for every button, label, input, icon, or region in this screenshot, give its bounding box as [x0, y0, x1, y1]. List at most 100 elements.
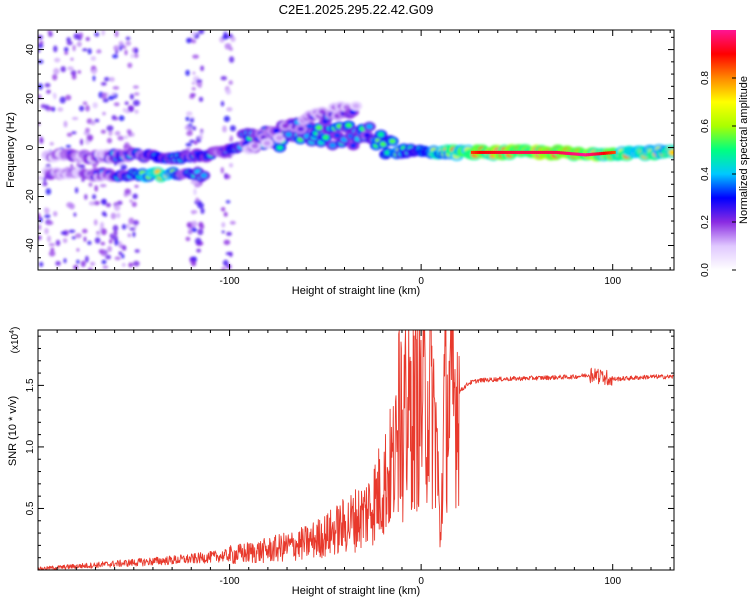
noise-speckle — [72, 44, 76, 52]
noise-speckle — [100, 199, 107, 204]
noise-speckle — [101, 92, 107, 100]
ridge-core — [601, 151, 605, 155]
noise-speckle — [39, 137, 44, 144]
noise-speckle — [101, 30, 105, 36]
ridge-core — [499, 150, 503, 154]
ridge-core — [545, 150, 549, 154]
noise-speckle — [113, 102, 120, 107]
noise-speckle — [117, 135, 124, 141]
noise-speckle — [221, 266, 226, 270]
noise-speckle — [63, 47, 69, 52]
noise-speckle — [225, 88, 232, 95]
noise-speckle — [73, 212, 77, 217]
ridge-cell — [318, 109, 326, 115]
noise-speckle — [125, 36, 131, 41]
ridge-core — [484, 150, 488, 154]
ridge-core — [495, 150, 499, 154]
noise-speckle — [197, 202, 204, 209]
ridge-cell — [276, 135, 283, 141]
ridge-core — [574, 152, 578, 156]
noise-speckle — [121, 263, 126, 267]
noise-speckle — [133, 53, 139, 58]
spectrogram-panel: -100 0 100 -40 -20 0 20 40 Height of straight l… — [5, 29, 675, 297]
noise-speckle — [189, 257, 197, 261]
colorbar-ticks: 0.0 0.2 0.4 0.6 0.8 — [700, 71, 736, 277]
noise-speckle — [124, 49, 128, 56]
noise-speckle — [190, 210, 198, 214]
ridge-cell — [345, 122, 353, 128]
ridge-core — [557, 151, 561, 155]
noise-speckle — [186, 37, 192, 44]
colorbar: 0.0 0.2 0.4 0.6 0.8 Normalized spectral ampl… — [700, 30, 750, 277]
noise-speckle — [70, 70, 77, 76]
noise-speckle — [131, 201, 137, 207]
noise-speckle — [226, 107, 233, 112]
ridge-core — [501, 150, 505, 154]
noise-speckle — [74, 187, 79, 194]
noise-speckle — [38, 213, 41, 220]
ridge-core — [509, 150, 513, 154]
noise-speckle — [60, 231, 68, 235]
ridge-core — [607, 151, 610, 155]
noise-speckle — [190, 259, 195, 267]
noise-speckle — [38, 43, 44, 49]
noise-speckle — [224, 43, 232, 50]
ridge-core — [503, 150, 507, 154]
ridge-core — [511, 150, 515, 154]
noise-speckle — [226, 231, 232, 236]
noise-speckle — [132, 231, 136, 238]
noise-speckle — [100, 129, 106, 134]
ridge-core — [551, 150, 555, 154]
noise-speckle — [109, 233, 114, 239]
colorbar-label: Normalized spectral amplitude — [738, 76, 750, 224]
noise-speckle — [229, 220, 236, 225]
noise-speckle — [104, 213, 107, 217]
ridge-core — [507, 150, 511, 154]
noise-speckle — [99, 184, 107, 188]
noise-speckle — [114, 239, 119, 246]
colorbar-tick-label: 0.2 — [700, 215, 711, 229]
noise-speckle — [87, 240, 92, 245]
noise-speckle — [114, 256, 121, 261]
noise-speckle — [134, 184, 139, 188]
noise-speckle — [198, 221, 204, 228]
noise-speckle — [185, 69, 190, 76]
noise-speckle — [95, 233, 102, 237]
ridge-cell — [322, 134, 330, 140]
noise-speckle — [79, 138, 84, 146]
colorbar-scale — [711, 30, 736, 270]
noise-speckle — [123, 144, 129, 150]
ridge-core — [505, 150, 509, 154]
noise-speckle — [118, 251, 123, 256]
ridge-cell — [263, 140, 271, 146]
ridge-cell — [306, 123, 313, 129]
ridge-core — [482, 150, 486, 154]
noise-speckle — [198, 30, 205, 35]
ridge-core — [526, 150, 530, 154]
x-tick-label: -100 — [220, 576, 240, 587]
ridge-core — [553, 150, 557, 154]
noise-speckle — [38, 49, 41, 53]
noise-speckle — [100, 241, 106, 246]
noise-speckle — [90, 261, 96, 266]
noise-speckle — [53, 211, 58, 217]
ridge-cell — [352, 103, 360, 109]
noise-speckle — [84, 194, 88, 200]
noise-speckle — [108, 129, 113, 136]
noise-speckle — [220, 100, 225, 107]
ridge-core — [541, 150, 545, 154]
noise-speckle — [77, 70, 82, 74]
noise-speckle — [46, 235, 52, 243]
noise-speckle — [76, 259, 80, 264]
noise-speckle — [73, 264, 79, 270]
snr-panel: -100 0 100 0.5 1.0 1.5 Height of straight lin… — [7, 327, 675, 597]
noise-speckle — [113, 204, 121, 212]
spectrogram-x-label: Height of straight line (km) — [292, 285, 420, 297]
noise-speckle — [63, 120, 68, 128]
noise-speckle — [100, 228, 107, 236]
noise-speckle — [54, 57, 61, 63]
noise-speckle — [220, 207, 226, 212]
y-tick-label: 0 — [25, 144, 36, 150]
noise-speckle — [90, 56, 97, 61]
noise-speckle — [120, 164, 127, 171]
